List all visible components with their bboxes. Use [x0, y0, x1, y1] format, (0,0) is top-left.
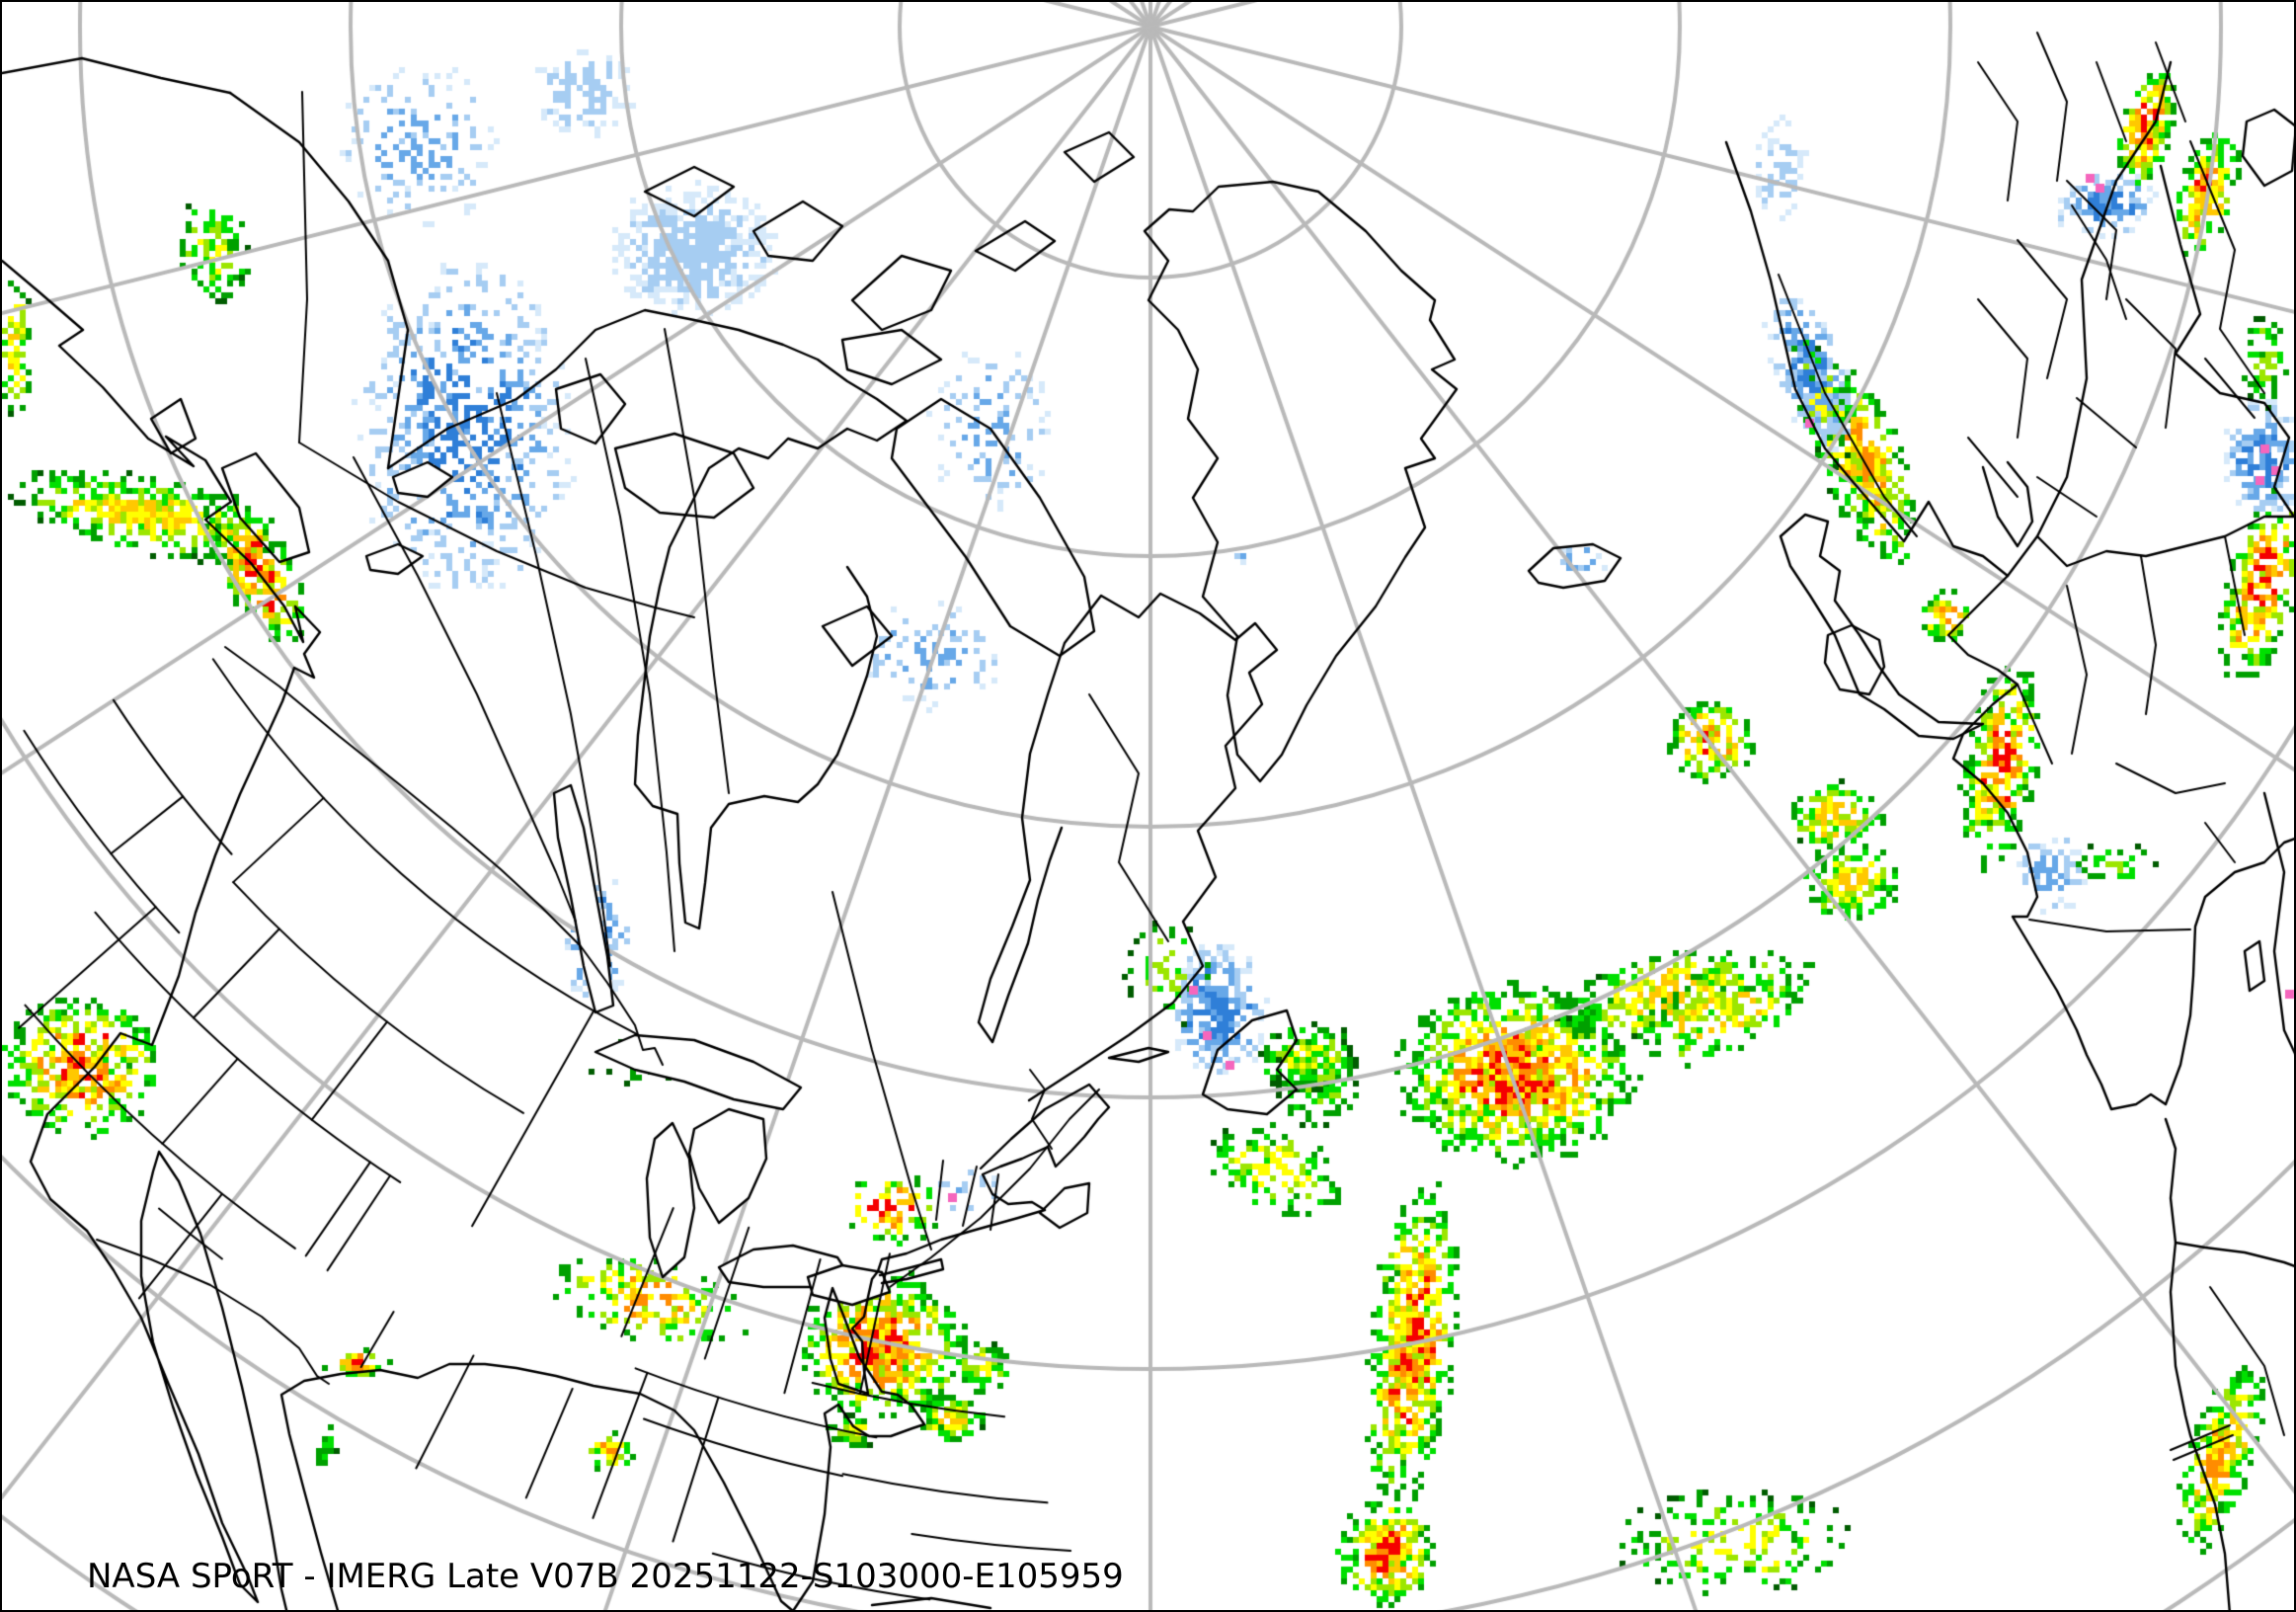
product-caption: NASA SPoRT - IMERG Late V07B 20251122-S1… [87, 1557, 1124, 1596]
